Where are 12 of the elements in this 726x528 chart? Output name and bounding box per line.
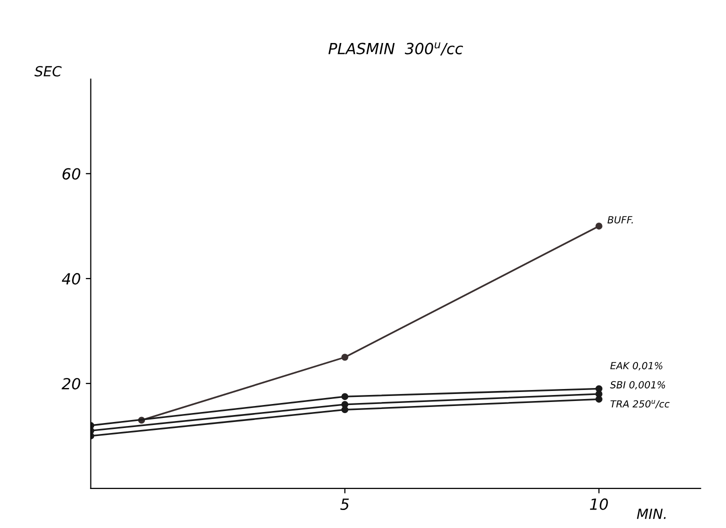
x-axis-title: MIN. (636, 508, 666, 519)
y-axis-title: SEC (34, 66, 62, 77)
x-tick-label: 10 (590, 498, 608, 510)
y-tick-label: 60 (62, 168, 80, 180)
series-label: BUFF. (608, 216, 633, 224)
series-label: SBI 0,001% (610, 381, 666, 390)
series-label: EAK 0,01% (610, 362, 662, 370)
chart-title: PLASMIN 300$^{u}$/cc (328, 42, 464, 56)
x-tick-label: 5 (340, 498, 349, 510)
series-label: TRA 250$^{u}$/cc (610, 400, 670, 408)
y-tick-label: 20 (62, 378, 80, 390)
y-tick-label: 40 (62, 273, 80, 285)
